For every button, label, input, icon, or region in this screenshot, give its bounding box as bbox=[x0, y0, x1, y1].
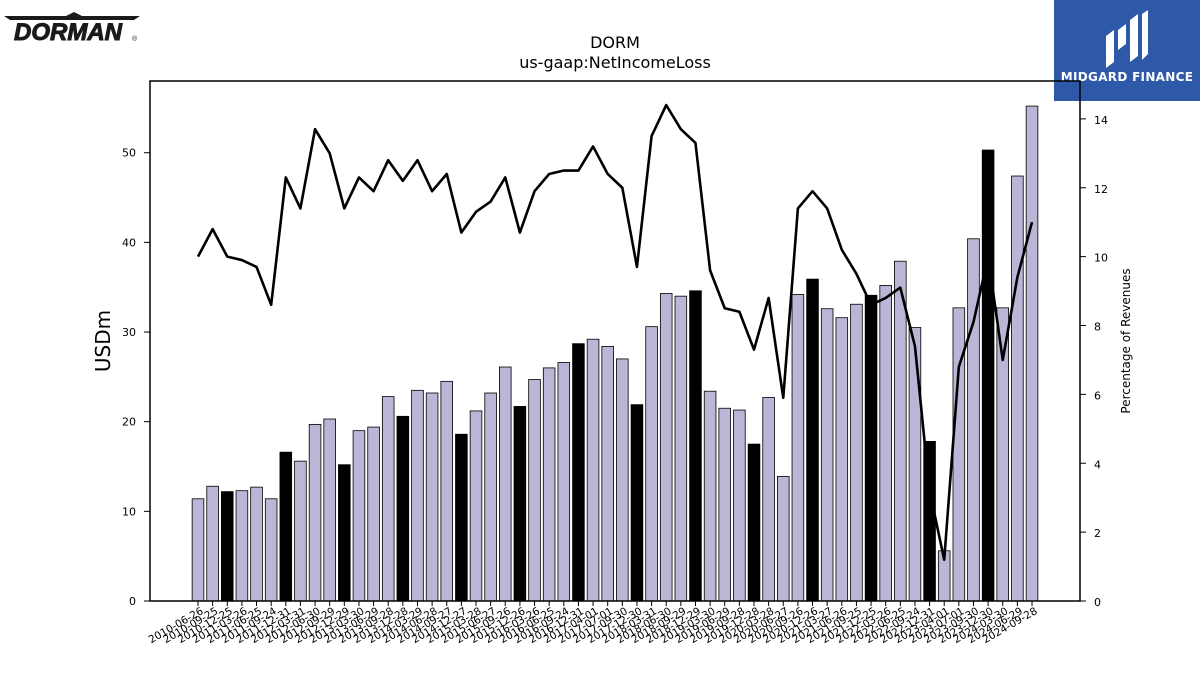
bar bbox=[1025, 105, 1039, 602]
bar bbox=[440, 380, 453, 602]
y-tick-label: 50 bbox=[122, 147, 136, 160]
bar bbox=[762, 397, 775, 602]
y-axis-label: USDm bbox=[91, 310, 115, 372]
dorman-logo-roof bbox=[4, 16, 140, 20]
bar bbox=[659, 293, 673, 602]
y2-tick-label: 4 bbox=[1094, 458, 1101, 471]
bar bbox=[469, 410, 483, 602]
bar bbox=[279, 451, 293, 602]
bar bbox=[323, 418, 336, 602]
bar bbox=[981, 149, 995, 602]
bar bbox=[425, 392, 439, 602]
dorman-logo: DORMAN ® bbox=[4, 12, 144, 47]
dorman-logo-registered: ® bbox=[132, 35, 138, 43]
series-line bbox=[196, 103, 1034, 561]
bar bbox=[264, 498, 278, 602]
y2-tick-label: 14 bbox=[1094, 114, 1108, 127]
bar bbox=[352, 430, 366, 602]
dorman-logo-graphic: DORMAN ® bbox=[4, 12, 140, 47]
y2-tick-label: 2 bbox=[1094, 527, 1101, 540]
y2-axis-label: Percentage of Revenues bbox=[1119, 268, 1133, 413]
y-tick-label: 40 bbox=[122, 236, 136, 249]
y2-tick-label: 0 bbox=[1094, 596, 1101, 609]
bar bbox=[703, 390, 717, 602]
y-tick-label: 0 bbox=[129, 595, 136, 608]
plot-frame bbox=[149, 80, 1081, 602]
bar bbox=[367, 426, 380, 602]
bar bbox=[864, 294, 878, 602]
midgard-finance-wordmark: MIDGARD FINANCE bbox=[1060, 70, 1194, 84]
bar bbox=[820, 308, 834, 602]
bar bbox=[674, 295, 688, 602]
y-axis-right: 0 2 4 6 8 10 12 14 bbox=[1080, 114, 1108, 609]
bar bbox=[689, 290, 702, 602]
bar bbox=[1011, 175, 1024, 602]
y2-tick-label: 8 bbox=[1094, 321, 1101, 334]
y2-tick-label: 6 bbox=[1094, 389, 1101, 402]
midgard-m-icon bbox=[1106, 10, 1148, 68]
bar bbox=[250, 486, 263, 602]
bar bbox=[294, 460, 307, 602]
bar bbox=[747, 443, 761, 602]
bar bbox=[206, 485, 219, 602]
bar bbox=[791, 293, 805, 602]
chart-title: DORM bbox=[590, 33, 640, 52]
y-axis-left: 0 10 20 30 40 50 bbox=[122, 147, 150, 608]
bar bbox=[308, 423, 322, 602]
bars-group bbox=[191, 105, 1039, 602]
bar bbox=[528, 379, 541, 602]
y2-tick-label: 12 bbox=[1094, 183, 1108, 196]
bar bbox=[411, 389, 424, 602]
bar bbox=[777, 475, 790, 602]
bar bbox=[235, 490, 249, 602]
bar bbox=[601, 345, 614, 602]
y-tick-label: 10 bbox=[122, 505, 136, 518]
bar bbox=[221, 491, 234, 602]
bar bbox=[542, 367, 556, 602]
bar bbox=[191, 498, 205, 602]
bar bbox=[923, 441, 936, 602]
bar bbox=[513, 406, 527, 602]
bar bbox=[645, 326, 658, 602]
bar bbox=[908, 327, 922, 602]
bar bbox=[396, 415, 410, 602]
y2-tick-label: 10 bbox=[1094, 252, 1108, 265]
dorman-logo-wordmark: DORMAN bbox=[14, 19, 123, 46]
bar bbox=[499, 366, 512, 602]
midgard-finance-logo: MIDGARD FINANCE bbox=[1054, 0, 1200, 101]
bar bbox=[806, 278, 819, 602]
bar bbox=[718, 407, 731, 602]
x-axis: 2010-06-262010-09-252010-12-252011-03-26… bbox=[147, 601, 1040, 646]
bar bbox=[586, 338, 600, 602]
line-group bbox=[196, 103, 1034, 561]
bar bbox=[850, 303, 863, 602]
bar bbox=[630, 404, 644, 602]
bar bbox=[894, 260, 907, 602]
chart-subtitle: us-gaap:NetIncomeLoss bbox=[519, 53, 711, 72]
bar bbox=[338, 464, 351, 602]
y-tick-label: 30 bbox=[122, 326, 136, 339]
bar bbox=[557, 362, 571, 602]
bar bbox=[616, 358, 629, 602]
bar bbox=[733, 409, 746, 602]
bar bbox=[455, 433, 468, 602]
bar bbox=[967, 238, 980, 602]
bar bbox=[381, 396, 395, 602]
dorman-logo-peak bbox=[66, 12, 82, 16]
bar bbox=[835, 317, 849, 602]
bar bbox=[572, 343, 585, 602]
y-tick-label: 20 bbox=[122, 416, 136, 429]
bar bbox=[879, 285, 892, 602]
bar bbox=[484, 392, 497, 602]
